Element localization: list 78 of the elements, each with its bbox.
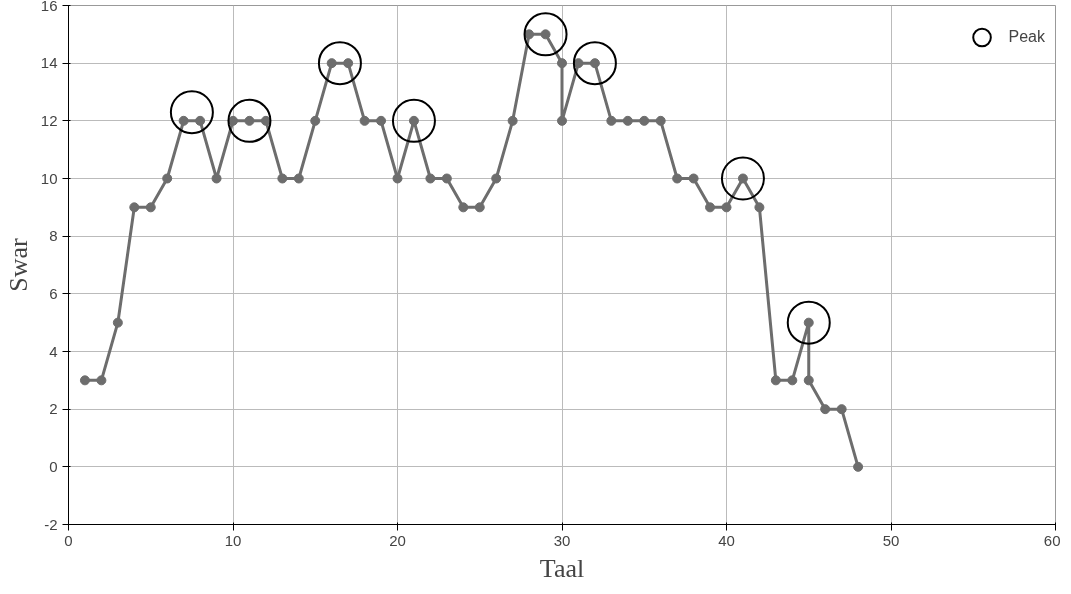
point xyxy=(557,58,567,69)
y-tick-label: 8 xyxy=(49,227,58,245)
point xyxy=(655,115,666,126)
x-tick-label: 20 xyxy=(389,531,406,549)
x-axis-title: Taal xyxy=(539,553,585,583)
point xyxy=(96,375,107,386)
y-tick-label: 14 xyxy=(40,54,58,72)
point xyxy=(228,115,238,126)
x-tick-label: 0 xyxy=(64,531,73,549)
x-tick-label: 40 xyxy=(718,531,735,549)
point xyxy=(524,29,535,40)
point xyxy=(129,202,140,213)
point xyxy=(572,41,617,86)
point xyxy=(112,317,123,328)
point xyxy=(720,156,765,201)
point xyxy=(820,404,831,415)
point xyxy=(425,173,436,184)
point xyxy=(787,375,798,386)
y-tick-label: 4 xyxy=(49,342,58,360)
point xyxy=(310,115,321,126)
point xyxy=(391,98,436,143)
point xyxy=(244,115,255,126)
point xyxy=(317,41,362,86)
y-tick-label: -2 xyxy=(44,515,58,533)
point xyxy=(705,202,716,213)
point xyxy=(721,202,732,213)
y-tick-label: 10 xyxy=(40,169,58,187)
y-tick-label: 0 xyxy=(49,457,58,475)
point xyxy=(803,375,814,386)
point xyxy=(277,173,288,184)
point xyxy=(770,375,781,386)
point xyxy=(343,58,354,69)
y-tick-label: 12 xyxy=(40,111,58,129)
point xyxy=(737,173,748,184)
point xyxy=(491,173,502,184)
point xyxy=(260,115,271,126)
point xyxy=(557,115,567,126)
point xyxy=(195,115,206,126)
y-tick-label: 6 xyxy=(49,284,58,302)
point xyxy=(573,58,584,69)
point xyxy=(474,202,485,213)
x-tick-label: 30 xyxy=(553,531,571,549)
point xyxy=(589,58,600,69)
point xyxy=(211,173,222,184)
point xyxy=(145,202,156,213)
point xyxy=(688,173,699,184)
x-tick-label: 60 xyxy=(1043,531,1061,549)
point xyxy=(162,173,173,184)
point xyxy=(169,90,214,135)
x-tick-label: 50 xyxy=(882,531,900,549)
point xyxy=(79,375,90,386)
point xyxy=(836,404,847,415)
y-tick-label: 16 xyxy=(40,0,58,14)
point xyxy=(326,58,337,69)
x-tick-label: 10 xyxy=(224,531,242,549)
y-axis-title: Swar xyxy=(3,237,33,292)
point xyxy=(408,115,419,126)
point xyxy=(359,115,370,126)
legend-label: Peak xyxy=(1008,28,1045,46)
point xyxy=(227,98,272,143)
point xyxy=(639,115,650,126)
point xyxy=(523,12,568,57)
point xyxy=(754,202,765,213)
y-tick-label: 2 xyxy=(49,400,58,418)
point xyxy=(803,317,814,328)
point xyxy=(293,173,304,184)
point xyxy=(458,202,469,213)
point xyxy=(376,115,387,126)
point xyxy=(507,115,518,126)
point xyxy=(540,29,551,40)
point xyxy=(392,173,403,184)
point xyxy=(441,173,452,184)
point xyxy=(178,115,189,126)
point xyxy=(606,115,617,126)
point xyxy=(786,300,831,345)
point xyxy=(622,115,633,126)
point xyxy=(672,173,683,184)
point xyxy=(853,461,864,472)
